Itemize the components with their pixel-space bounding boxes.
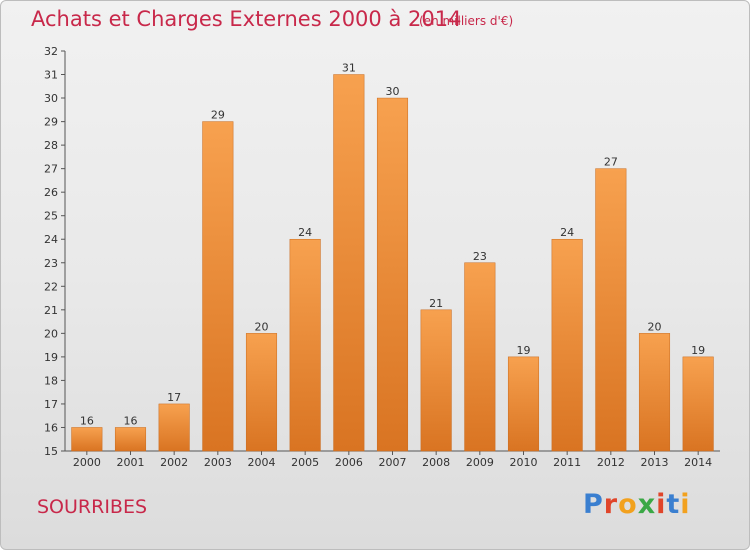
y-tick-label: 24 [44,233,58,246]
y-tick-label: 27 [44,163,58,176]
data-label-2006: 31 [342,62,356,75]
bar-2007 [376,97,409,452]
bar-2000 [71,427,103,452]
bar-2004 [245,333,278,452]
x-tick-label: 2006 [335,456,363,469]
logo-letter: x [637,489,657,520]
y-tick-label: 16 [44,421,58,434]
y-tick-label: 29 [44,116,58,129]
data-label-2011: 24 [560,226,574,239]
y-tick-label: 28 [44,139,58,152]
chart-unit-subtitle: (en milliers d'€) [419,14,514,28]
bar-2003 [202,121,234,452]
bar-2012 [595,168,627,452]
y-tick-label: 20 [44,327,58,340]
y-tick-label: 18 [44,374,58,387]
y-tick-label: 19 [44,351,58,364]
data-label-2012: 27 [604,156,618,169]
x-tick-label: 2009 [466,456,494,469]
data-label-2004: 20 [255,320,269,333]
y-tick-label: 26 [44,186,58,199]
data-label-2007: 30 [386,85,400,98]
x-tick-label: 2001 [117,456,145,469]
x-tick-label: 2004 [248,456,276,469]
x-tick-label: 2013 [641,456,669,469]
bar-2006 [333,74,365,452]
data-label-2003: 29 [211,109,225,122]
data-label-2010: 19 [517,344,531,357]
logo-letter: r [603,489,619,520]
data-label-2005: 24 [298,226,312,239]
bar-2002 [158,403,190,452]
y-tick-label: 31 [44,69,58,82]
y-tick-label: 22 [44,280,58,293]
bar-2009 [464,262,496,452]
x-tick-label: 2002 [160,456,188,469]
y-tick-label: 21 [44,304,58,317]
y-tick-label: 32 [44,45,58,58]
x-tick-label: 2010 [510,456,538,469]
data-label-2000: 16 [80,414,94,427]
data-label-2008: 21 [429,297,443,310]
bar-2008 [420,309,452,452]
x-tick-label: 2003 [204,456,232,469]
x-tick-label: 2014 [684,456,712,469]
y-tick-label: 25 [44,210,58,223]
logo-letter: i [656,489,667,520]
data-label-2013: 20 [648,320,662,333]
logo-letter: t [666,489,681,520]
y-tick-label: 15 [44,445,58,458]
logo-letter: i [680,489,691,520]
x-tick-label: 2008 [422,456,450,469]
bar-2005 [289,238,321,452]
y-tick-label: 23 [44,257,58,270]
y-tick-label: 30 [44,92,58,105]
commune-name: SOURRIBES [37,496,148,518]
y-tick-label: 17 [44,398,58,411]
proxiti-logo[interactable]: Proxiti [583,489,691,520]
x-tick-label: 2007 [379,456,407,469]
x-tick-label: 2000 [73,456,101,469]
x-tick-label: 2011 [553,456,581,469]
bar-2014 [682,356,714,452]
bar-2001 [114,427,147,452]
logo-letter: P [583,489,604,520]
data-label-2009: 23 [473,250,487,263]
chart-bars [71,74,714,452]
bar-2010 [507,356,540,452]
x-tick-label: 2012 [597,456,625,469]
bar-2013 [638,333,671,452]
x-tick-label: 2005 [291,456,319,469]
data-label-2001: 16 [124,414,138,427]
chart-labels: 15 16 17 18 19 20 21 22 23 24 25 26 27 28 29 30 31 32 2000… [44,45,712,469]
logo-letter: o [618,489,638,520]
data-label-2014: 19 [691,344,705,357]
bar-2011 [551,238,583,452]
data-label-2002: 17 [167,391,181,404]
chart-title: Achats et Charges Externes 2000 à 2014 [31,7,462,31]
